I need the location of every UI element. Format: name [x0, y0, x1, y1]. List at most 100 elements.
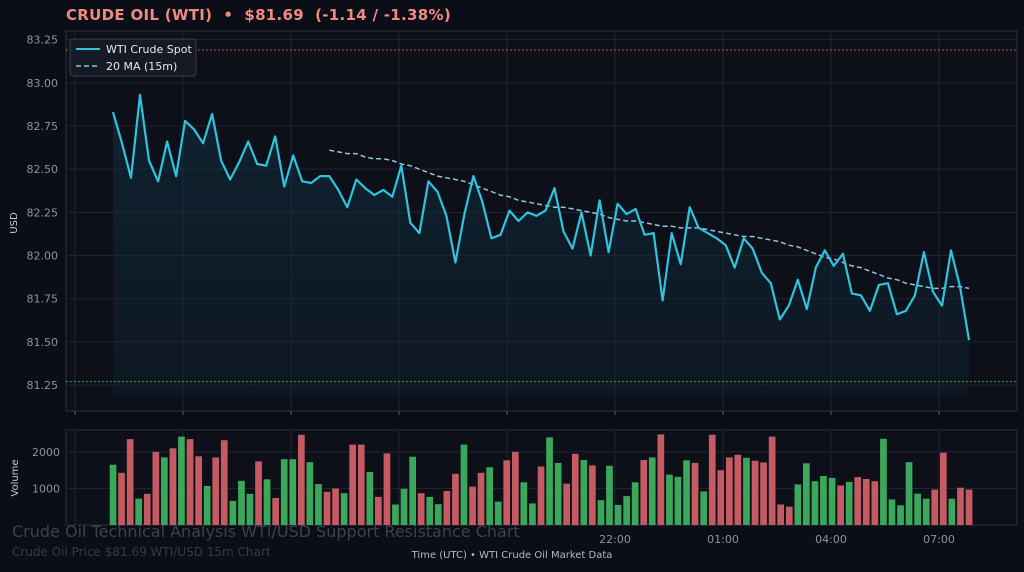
volume-bars	[109, 434, 973, 526]
volume-bar	[948, 498, 956, 525]
x-axis-label: Time (UTC)	[411, 550, 467, 561]
volume-bar	[888, 499, 896, 525]
volume-bar	[614, 504, 622, 525]
volume-bar	[315, 484, 322, 525]
volume-bar	[674, 476, 682, 525]
volume-bar	[503, 460, 511, 525]
volume-bar	[914, 493, 921, 525]
volume-bar	[931, 489, 939, 525]
watermark-subtitle: Crude Oil Price $81.69 WTI/USD 15m Chart	[12, 545, 271, 559]
volume-bar	[666, 474, 673, 525]
volume-bar	[606, 465, 613, 525]
volume-bar	[862, 479, 870, 525]
x-tick: 22:00	[599, 533, 631, 546]
volume-bar	[220, 440, 228, 525]
volume-bar	[648, 457, 656, 525]
volume-bar	[683, 460, 690, 525]
volume-bar	[306, 462, 314, 525]
price-change: (-1.14 / -1.38%)	[315, 6, 451, 24]
volume-y-axis-label: Volume	[10, 459, 21, 496]
volume-bar	[126, 439, 134, 525]
price-y-axis-label: USD	[9, 212, 20, 234]
volume-bar	[965, 489, 973, 525]
x-tick: 07:00	[923, 533, 955, 546]
volume-bar	[828, 477, 836, 525]
volume-bar	[871, 481, 879, 525]
volume-bar	[469, 486, 476, 525]
volume-bar	[880, 438, 887, 525]
volume-bar	[554, 462, 562, 525]
volume-y-ticks: 1000 2000	[32, 446, 60, 496]
volume-bar	[794, 484, 802, 525]
instrument-name: CRUDE OIL (WTI)	[66, 6, 213, 24]
x-axis-caption: Time (UTC) • WTI Crude Oil Market Data	[0, 550, 1024, 561]
volume-bar	[152, 451, 160, 525]
volume-bar	[529, 503, 536, 525]
volume-bar	[700, 491, 707, 525]
current-price: $81.69	[244, 6, 305, 24]
volume-bar	[280, 459, 288, 525]
x-ticks: 22:00 01:00 04:00 07:00	[599, 533, 955, 546]
volume-bar	[589, 465, 596, 525]
volume-bar	[940, 452, 947, 525]
volume-bar	[494, 501, 502, 525]
volume-bar	[477, 472, 485, 526]
volume-bar	[845, 481, 853, 525]
price-y-tick: 81.50	[27, 336, 59, 349]
volume-bar	[657, 434, 665, 525]
volume-bar	[409, 456, 416, 525]
volume-bar	[340, 493, 348, 525]
volume-bar	[417, 493, 425, 525]
price-y-tick: 83.25	[27, 34, 59, 47]
volume-bar	[820, 476, 827, 525]
price-y-ticks: 81.25 81.50 81.75 82.00 82.25 82.50 82.7…	[27, 34, 59, 392]
volume-y-tick: 1000	[32, 482, 60, 495]
volume-bar	[366, 472, 374, 525]
volume-bar	[452, 473, 459, 525]
volume-bar	[777, 504, 784, 525]
price-y-tick: 81.25	[27, 379, 59, 392]
volume-bar	[383, 453, 391, 525]
volume-bar	[212, 457, 220, 525]
volume-bar	[434, 504, 442, 525]
volume-bar	[178, 436, 185, 525]
price-y-tick: 82.00	[27, 250, 59, 263]
volume-bar	[298, 434, 305, 526]
volume-bar	[751, 460, 759, 525]
volume-bar	[640, 460, 648, 525]
volume-bar	[897, 505, 904, 525]
price-y-tick: 82.75	[27, 120, 59, 133]
volume-bar	[708, 434, 716, 526]
volume-bar	[785, 506, 793, 525]
volume-bar	[571, 453, 579, 526]
volume-bar	[597, 500, 605, 525]
volume-bar	[563, 483, 570, 525]
volume-bar	[272, 498, 279, 525]
volume-bar	[375, 496, 382, 525]
volume-bar	[349, 444, 356, 525]
volume-bar	[443, 491, 451, 525]
volume-bar	[854, 477, 862, 525]
volume-bar	[905, 462, 913, 525]
x-tick: 04:00	[815, 533, 847, 546]
volume-bar	[400, 488, 408, 525]
volume-bar	[691, 462, 699, 525]
price-y-tick: 81.75	[27, 293, 59, 306]
volume-bar	[357, 444, 365, 525]
volume-bar	[143, 493, 151, 525]
volume-bar	[238, 480, 245, 525]
chart-header: CRUDE OIL (WTI) • $81.69 (-1.14 / -1.38%…	[66, 6, 451, 24]
volume-bar	[169, 448, 177, 525]
volume-bar	[837, 485, 844, 525]
volume-bar	[520, 482, 528, 526]
volume-bar	[803, 463, 810, 526]
volume-bar	[186, 439, 194, 525]
legend-price-label: WTI Crude Spot	[106, 43, 192, 56]
legend-ma-label: 20 MA (15m)	[106, 60, 177, 73]
volume-bar	[109, 464, 117, 525]
volume-bar	[229, 500, 237, 525]
volume-bar	[323, 491, 331, 526]
volume-bar	[734, 454, 742, 525]
volume-bar	[426, 496, 434, 525]
